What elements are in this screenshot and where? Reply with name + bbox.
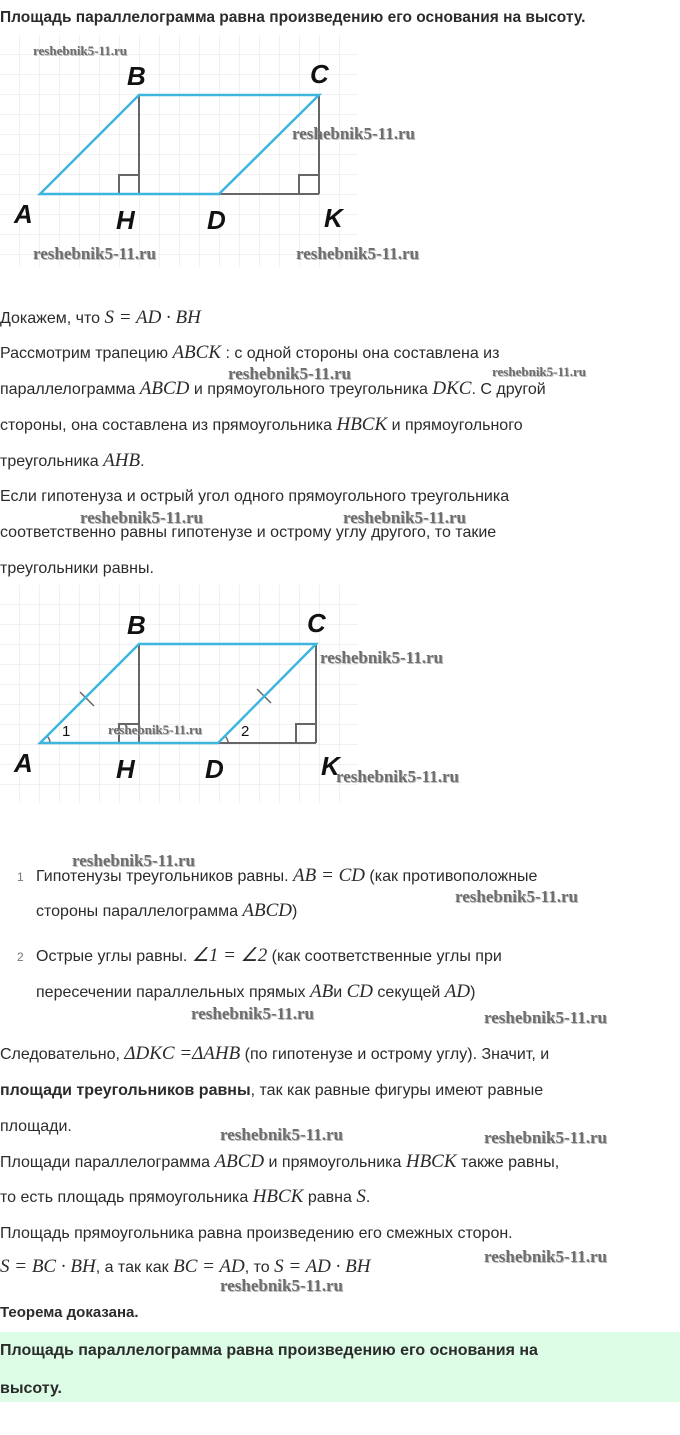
watermark: reshebnik5-11.ru [220, 1276, 343, 1295]
label-d: D [207, 205, 226, 235]
paragraph-conclusion-1: Следовательно, ΔDKC =ΔAHB (по гипотенузе… [0, 1043, 550, 1064]
label-d: D [205, 754, 224, 784]
label-b: B [127, 610, 146, 640]
watermark: reshebnik5-11.ru [484, 1247, 607, 1266]
paragraph-rect-1: Площадь прямоугольника равна произведени… [0, 1225, 513, 1242]
paragraph-area-2: то есть площадь прямоугольника HBCK равн… [0, 1186, 371, 1207]
list-item-line-2: пересечении параллельных прямых ABи CD с… [36, 981, 476, 1002]
label-k: K [321, 751, 342, 781]
highlight-box [0, 1332, 680, 1402]
list-item-line-1: Острые углы равны. ∠1 = ∠2 (как соответс… [36, 945, 502, 966]
watermark: reshebnik5-11.ru [108, 722, 203, 737]
paragraph-conclusion-3: площади. [0, 1118, 72, 1135]
watermark: reshebnik5-11.ru [320, 648, 443, 667]
highlight-line-1: Площадь параллелограмма равна произведен… [0, 1342, 538, 1359]
theorem-line-3: треугольники равны. [0, 560, 154, 577]
watermark: reshebnik5-11.ru [343, 508, 466, 527]
paragraph-trapezoid-2: параллелограмма ABCD и прямоугольного тр… [0, 378, 546, 399]
list-number: 1 [17, 870, 24, 884]
figure-parallelogram: B C A H D K [0, 35, 358, 267]
paragraph-rect-2: S = BC · BH, а так как BC = AD, то S = A… [0, 1256, 371, 1277]
paragraph-claim: Докажем, что S = AD · BH [0, 307, 201, 328]
watermark: reshebnik5-11.ru [455, 887, 578, 906]
paragraph-trapezoid-4: треугольника AHB. [0, 450, 145, 471]
watermark: reshebnik5-11.ru [33, 43, 128, 58]
label-c: C [310, 59, 330, 89]
label-c: C [307, 608, 327, 638]
paragraph-trapezoid-1: Рассмотрим трапецию ABCK : с одной сторо… [0, 342, 500, 363]
angle-2-label: 2 [241, 723, 249, 740]
list-item-line-2: стороны параллелограмма ABCD) [36, 900, 298, 921]
label-a: A [13, 199, 33, 229]
paragraph-trapezoid-3: стороны, она составлена из прямоугольник… [0, 414, 523, 435]
watermark: reshebnik5-11.ru [80, 508, 203, 527]
tick-mark-ab [79, 691, 95, 707]
parallelogram-abcd [36, 642, 319, 745]
watermark: reshebnik5-11.ru [220, 1125, 343, 1144]
auxiliary-lines [118, 95, 320, 195]
watermark: reshebnik5-11.ru [33, 244, 156, 263]
watermark: reshebnik5-11.ru [484, 1128, 607, 1147]
theorem-line-2: соответственно равны гипотенузе и остром… [0, 524, 497, 541]
paragraph-conclusion-2: площади треугольников равны, так как рав… [0, 1082, 544, 1099]
list-item-line-1: Гипотенузы треугольников равны. AB = CD … [36, 865, 538, 886]
watermark: reshebnik5-11.ru [228, 364, 351, 383]
watermark: reshebnik5-11.ru [72, 851, 195, 870]
watermark: reshebnik5-11.ru [292, 124, 415, 143]
theorem-line-1: Если гипотенуза и острый угол одного пря… [0, 488, 510, 505]
label-h: H [116, 205, 136, 235]
angle-1-label: 1 [62, 723, 70, 740]
figure-triangles: B C A H D K 1 2 [0, 585, 358, 803]
label-k: K [324, 203, 345, 233]
parallelogram-abcd [36, 93, 323, 196]
page-title: Площадь параллелограмма равна произведен… [0, 9, 586, 26]
watermark: reshebnik5-11.ru [492, 364, 587, 379]
highlight-line-2: высоту. [0, 1380, 62, 1397]
watermark: reshebnik5-11.ru [191, 1004, 314, 1023]
watermark: reshebnik5-11.ru [484, 1008, 607, 1027]
label-a: A [13, 748, 33, 778]
theorem-proved: Теорема доказана. [0, 1304, 139, 1321]
label-b: B [127, 61, 146, 91]
watermark: reshebnik5-11.ru [296, 244, 419, 263]
list-number: 2 [17, 950, 24, 964]
label-h: H [116, 754, 136, 784]
paragraph-area-1: Площади параллелограмма ABCD и прямоугол… [0, 1151, 560, 1172]
watermark: reshebnik5-11.ru [336, 767, 459, 786]
